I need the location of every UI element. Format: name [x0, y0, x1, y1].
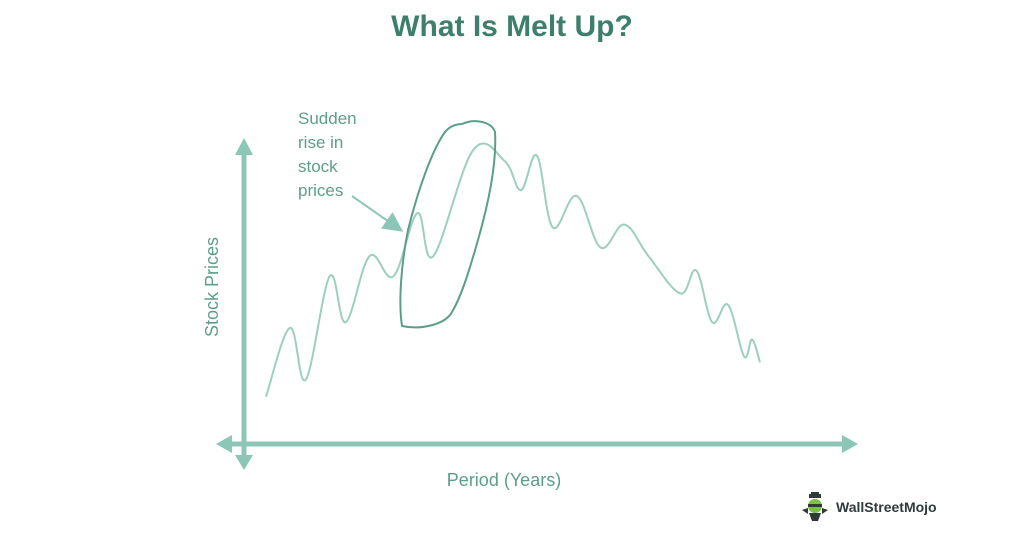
brand-logo: WallStreetMojo	[800, 492, 937, 522]
annotation-line-3: stock	[298, 157, 338, 176]
y-axis-arrow-bottom	[235, 455, 253, 470]
y-axis-arrow-top	[235, 138, 253, 155]
stock-price-line	[265, 142, 761, 398]
annotation-arrow	[351, 195, 404, 232]
annotation-line-2: rise in	[298, 133, 343, 152]
melt-up-highlight-outline	[399, 120, 497, 329]
mojo-mascot-icon	[802, 492, 828, 521]
brand-logo-text: WallStreetMojo	[836, 499, 937, 515]
annotation-line-1: Sudden	[298, 109, 357, 128]
x-axis-arrow-left	[216, 435, 232, 453]
annotation-line-4: prices	[298, 181, 343, 200]
x-axis-label: Period (Years)	[447, 470, 561, 490]
y-axis-label: Stock Prices	[202, 237, 222, 337]
page-title: What Is Melt Up?	[391, 10, 633, 43]
x-axis-arrow-right	[842, 435, 858, 453]
series-layer	[265, 142, 761, 398]
